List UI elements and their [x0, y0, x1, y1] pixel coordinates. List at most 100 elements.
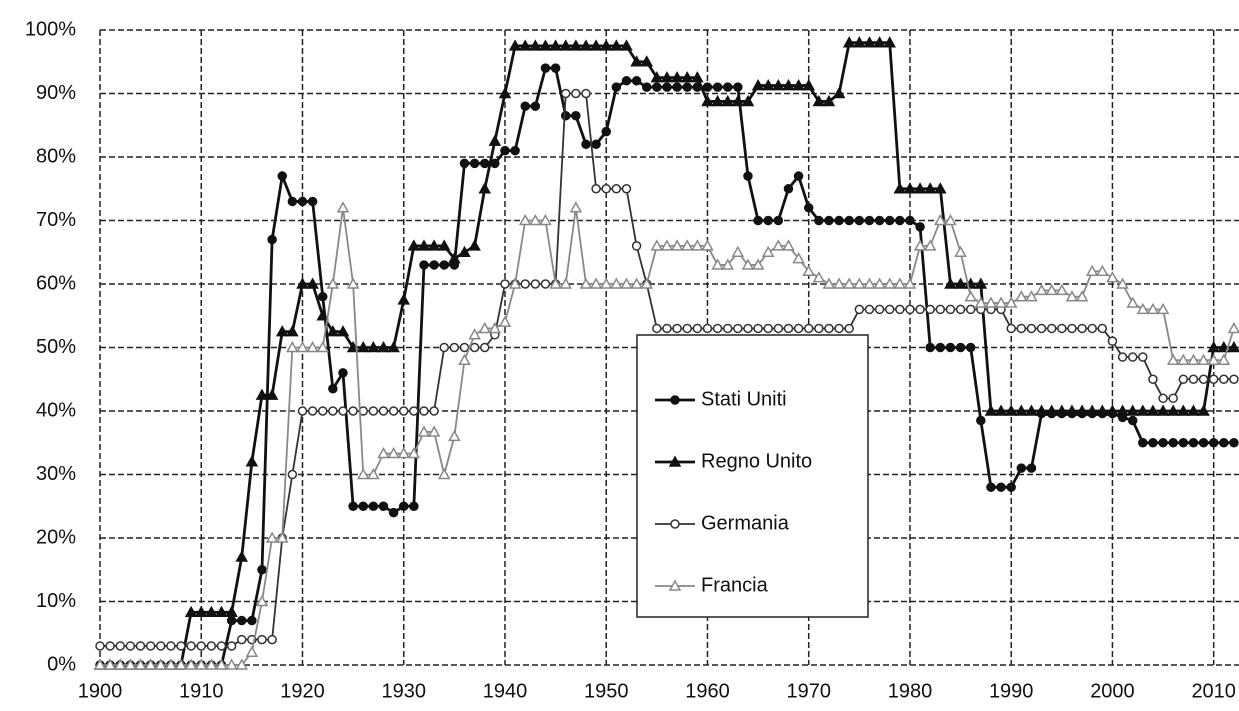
marker: [529, 213, 542, 226]
marker: [166, 641, 176, 651]
marker: [154, 658, 168, 670]
marker: [1077, 323, 1087, 334]
marker: [124, 658, 137, 670]
marker: [398, 406, 409, 416]
marker: [245, 455, 259, 467]
marker: [925, 342, 935, 353]
marker: [712, 82, 723, 92]
marker: [802, 79, 815, 91]
marker: [1107, 336, 1118, 346]
marker: [1146, 404, 1160, 416]
marker: [611, 82, 622, 92]
marker: [520, 279, 530, 289]
marker: [1188, 374, 1199, 384]
marker: [287, 196, 298, 207]
marker: [893, 277, 907, 289]
marker: [753, 323, 763, 334]
marker: [468, 328, 481, 340]
marker: [965, 342, 976, 353]
marker: [144, 658, 157, 670]
marker: [216, 641, 227, 651]
marker: [155, 641, 166, 651]
marker: [569, 39, 583, 51]
marker: [934, 182, 947, 194]
marker: [1227, 340, 1239, 353]
marker: [257, 565, 267, 575]
x-tick-label: 1930: [381, 680, 426, 702]
marker: [772, 79, 785, 91]
marker: [874, 304, 885, 315]
marker: [672, 323, 682, 334]
marker: [397, 447, 411, 459]
marker: [255, 388, 269, 400]
marker: [691, 71, 704, 83]
marker: [437, 239, 451, 251]
marker: [1138, 438, 1148, 448]
marker: [974, 277, 988, 289]
marker: [895, 304, 905, 315]
marker: [662, 82, 672, 92]
marker: [569, 201, 583, 213]
marker: [782, 239, 795, 251]
marker: [530, 101, 541, 111]
marker: [834, 215, 844, 226]
marker: [397, 293, 411, 305]
marker: [893, 182, 907, 194]
marker: [328, 384, 338, 394]
marker: [164, 658, 178, 670]
marker: [854, 215, 865, 226]
x-tick-label: 1980: [888, 680, 933, 702]
marker: [1036, 323, 1047, 334]
marker: [883, 36, 896, 48]
marker: [803, 203, 814, 213]
marker: [944, 277, 957, 289]
marker: [407, 447, 421, 459]
marker: [1075, 290, 1089, 302]
marker: [711, 94, 724, 107]
marker: [884, 304, 895, 315]
marker: [275, 531, 289, 543]
x-tick-label: 1940: [483, 680, 528, 702]
marker: [1085, 264, 1099, 277]
marker: [176, 641, 186, 651]
marker: [459, 158, 470, 169]
marker: [721, 94, 734, 107]
marker: [297, 406, 308, 416]
marker: [741, 258, 755, 270]
marker: [388, 406, 399, 416]
marker: [873, 36, 886, 48]
marker: [1055, 404, 1069, 416]
marker: [225, 605, 238, 618]
marker: [194, 605, 208, 618]
marker: [1217, 353, 1231, 365]
marker: [599, 277, 613, 289]
marker: [1188, 438, 1199, 448]
marker: [610, 39, 623, 51]
marker: [925, 304, 935, 315]
marker: [1096, 404, 1109, 416]
x-tick-label: 1990: [989, 680, 1034, 702]
marker: [479, 158, 490, 169]
y-tick-label: 80%: [36, 145, 76, 167]
marker: [620, 277, 633, 289]
marker: [1097, 323, 1108, 334]
marker: [874, 215, 885, 226]
marker: [398, 501, 409, 511]
marker: [500, 279, 510, 289]
marker: [510, 145, 520, 156]
marker: [1046, 323, 1057, 334]
marker: [257, 634, 267, 645]
y-tick-label: 20%: [36, 526, 76, 548]
marker: [1026, 323, 1037, 334]
marker: [842, 277, 856, 289]
marker: [955, 342, 966, 353]
marker: [1106, 404, 1119, 416]
marker: [935, 342, 946, 353]
marker: [1158, 393, 1168, 404]
marker: [1075, 404, 1089, 416]
marker: [265, 388, 279, 400]
series: [93, 201, 1239, 670]
marker: [599, 39, 613, 51]
marker: [215, 605, 228, 618]
